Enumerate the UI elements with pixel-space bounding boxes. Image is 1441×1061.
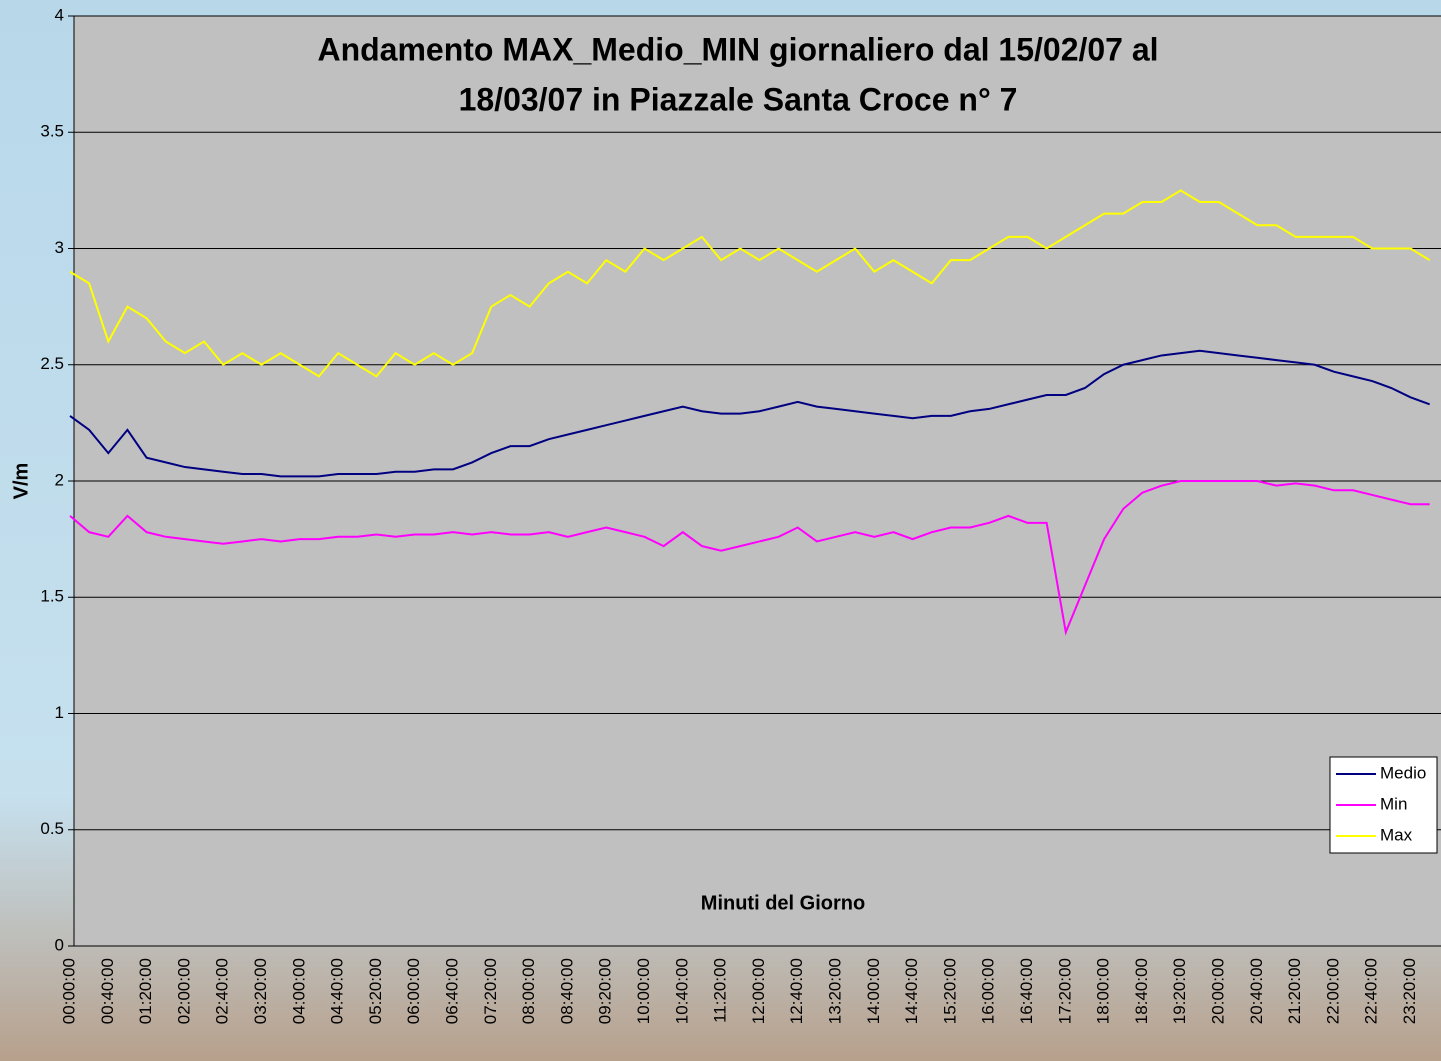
x-tick-label: 00:40:00 [98,958,117,1024]
chart-title: Andamento MAX_Medio_MIN giornaliero dal … [317,31,1158,67]
x-tick-label: 03:20:00 [251,958,270,1024]
chart-title: 18/03/07 in Piazzale Santa Croce n° 7 [459,81,1018,117]
x-tick-label: 21:20:00 [1285,958,1304,1024]
plot-area [68,16,1441,946]
x-tick-label: 15:20:00 [940,958,959,1024]
x-tick-label: 19:20:00 [1170,958,1189,1024]
y-tick-label: 3.5 [40,122,64,141]
page: {"chart_data": {"type": "line", "title":… [0,0,1441,1061]
y-tick-label: 2 [55,470,64,489]
x-tick-label: 04:40:00 [328,958,347,1024]
x-tick-label: 14:00:00 [864,958,883,1024]
x-tick-label: 12:00:00 [749,958,768,1024]
x-tick-label: 20:00:00 [1208,958,1227,1024]
x-axis-label: Minuti del Giorno [701,892,865,914]
x-tick-label: 20:40:00 [1247,958,1266,1024]
x-tick-label: 17:20:00 [1055,958,1074,1024]
x-tick-label: 11:20:00 [711,958,730,1023]
x-tick-label: 09:20:00 [596,958,615,1024]
x-tick-label: 08:00:00 [519,958,538,1024]
x-tick-label: 06:00:00 [404,958,423,1024]
y-tick-label: 4 [55,5,64,24]
x-tick-label: 22:00:00 [1323,958,1342,1024]
x-tick-label: 16:40:00 [1017,958,1036,1024]
y-tick-label: 2.5 [40,354,64,373]
x-tick-label: 23:20:00 [1400,958,1419,1024]
x-tick-label: 02:40:00 [213,958,232,1024]
y-tick-label: 0.5 [40,819,64,838]
x-tick-label: 07:20:00 [481,958,500,1024]
x-tick-label: 05:20:00 [366,958,385,1024]
x-tick-label: 22:40:00 [1362,958,1381,1024]
x-tick-label: 06:40:00 [442,958,461,1024]
y-tick-label: 0 [55,935,64,954]
y-axis-label: V/m [10,463,32,500]
x-tick-label: 18:40:00 [1132,958,1151,1024]
x-tick-label: 08:40:00 [557,958,576,1024]
x-tick-label: 02:00:00 [174,958,193,1024]
x-tick-label: 10:00:00 [634,958,653,1024]
x-tick-label: 10:40:00 [672,958,691,1024]
y-tick-label: 1 [55,703,64,722]
legend-label: Min [1380,794,1407,813]
x-tick-label: 18:00:00 [1094,958,1113,1024]
y-tick-label: 1.5 [40,587,64,606]
x-tick-label: 14:40:00 [902,958,921,1024]
chart: Andamento MAX_Medio_MIN giornaliero dal … [0,0,1441,1061]
x-tick-label: 13:20:00 [825,958,844,1024]
legend-label: Medio [1380,763,1426,782]
x-tick-label: 01:20:00 [136,958,155,1024]
x-tick-label: 00:00:00 [59,958,78,1024]
legend-label: Max [1380,825,1413,844]
x-tick-label: 04:00:00 [289,958,308,1024]
x-tick-label: 16:00:00 [979,958,998,1024]
y-tick-label: 3 [55,238,64,257]
x-tick-label: 12:40:00 [787,958,806,1024]
